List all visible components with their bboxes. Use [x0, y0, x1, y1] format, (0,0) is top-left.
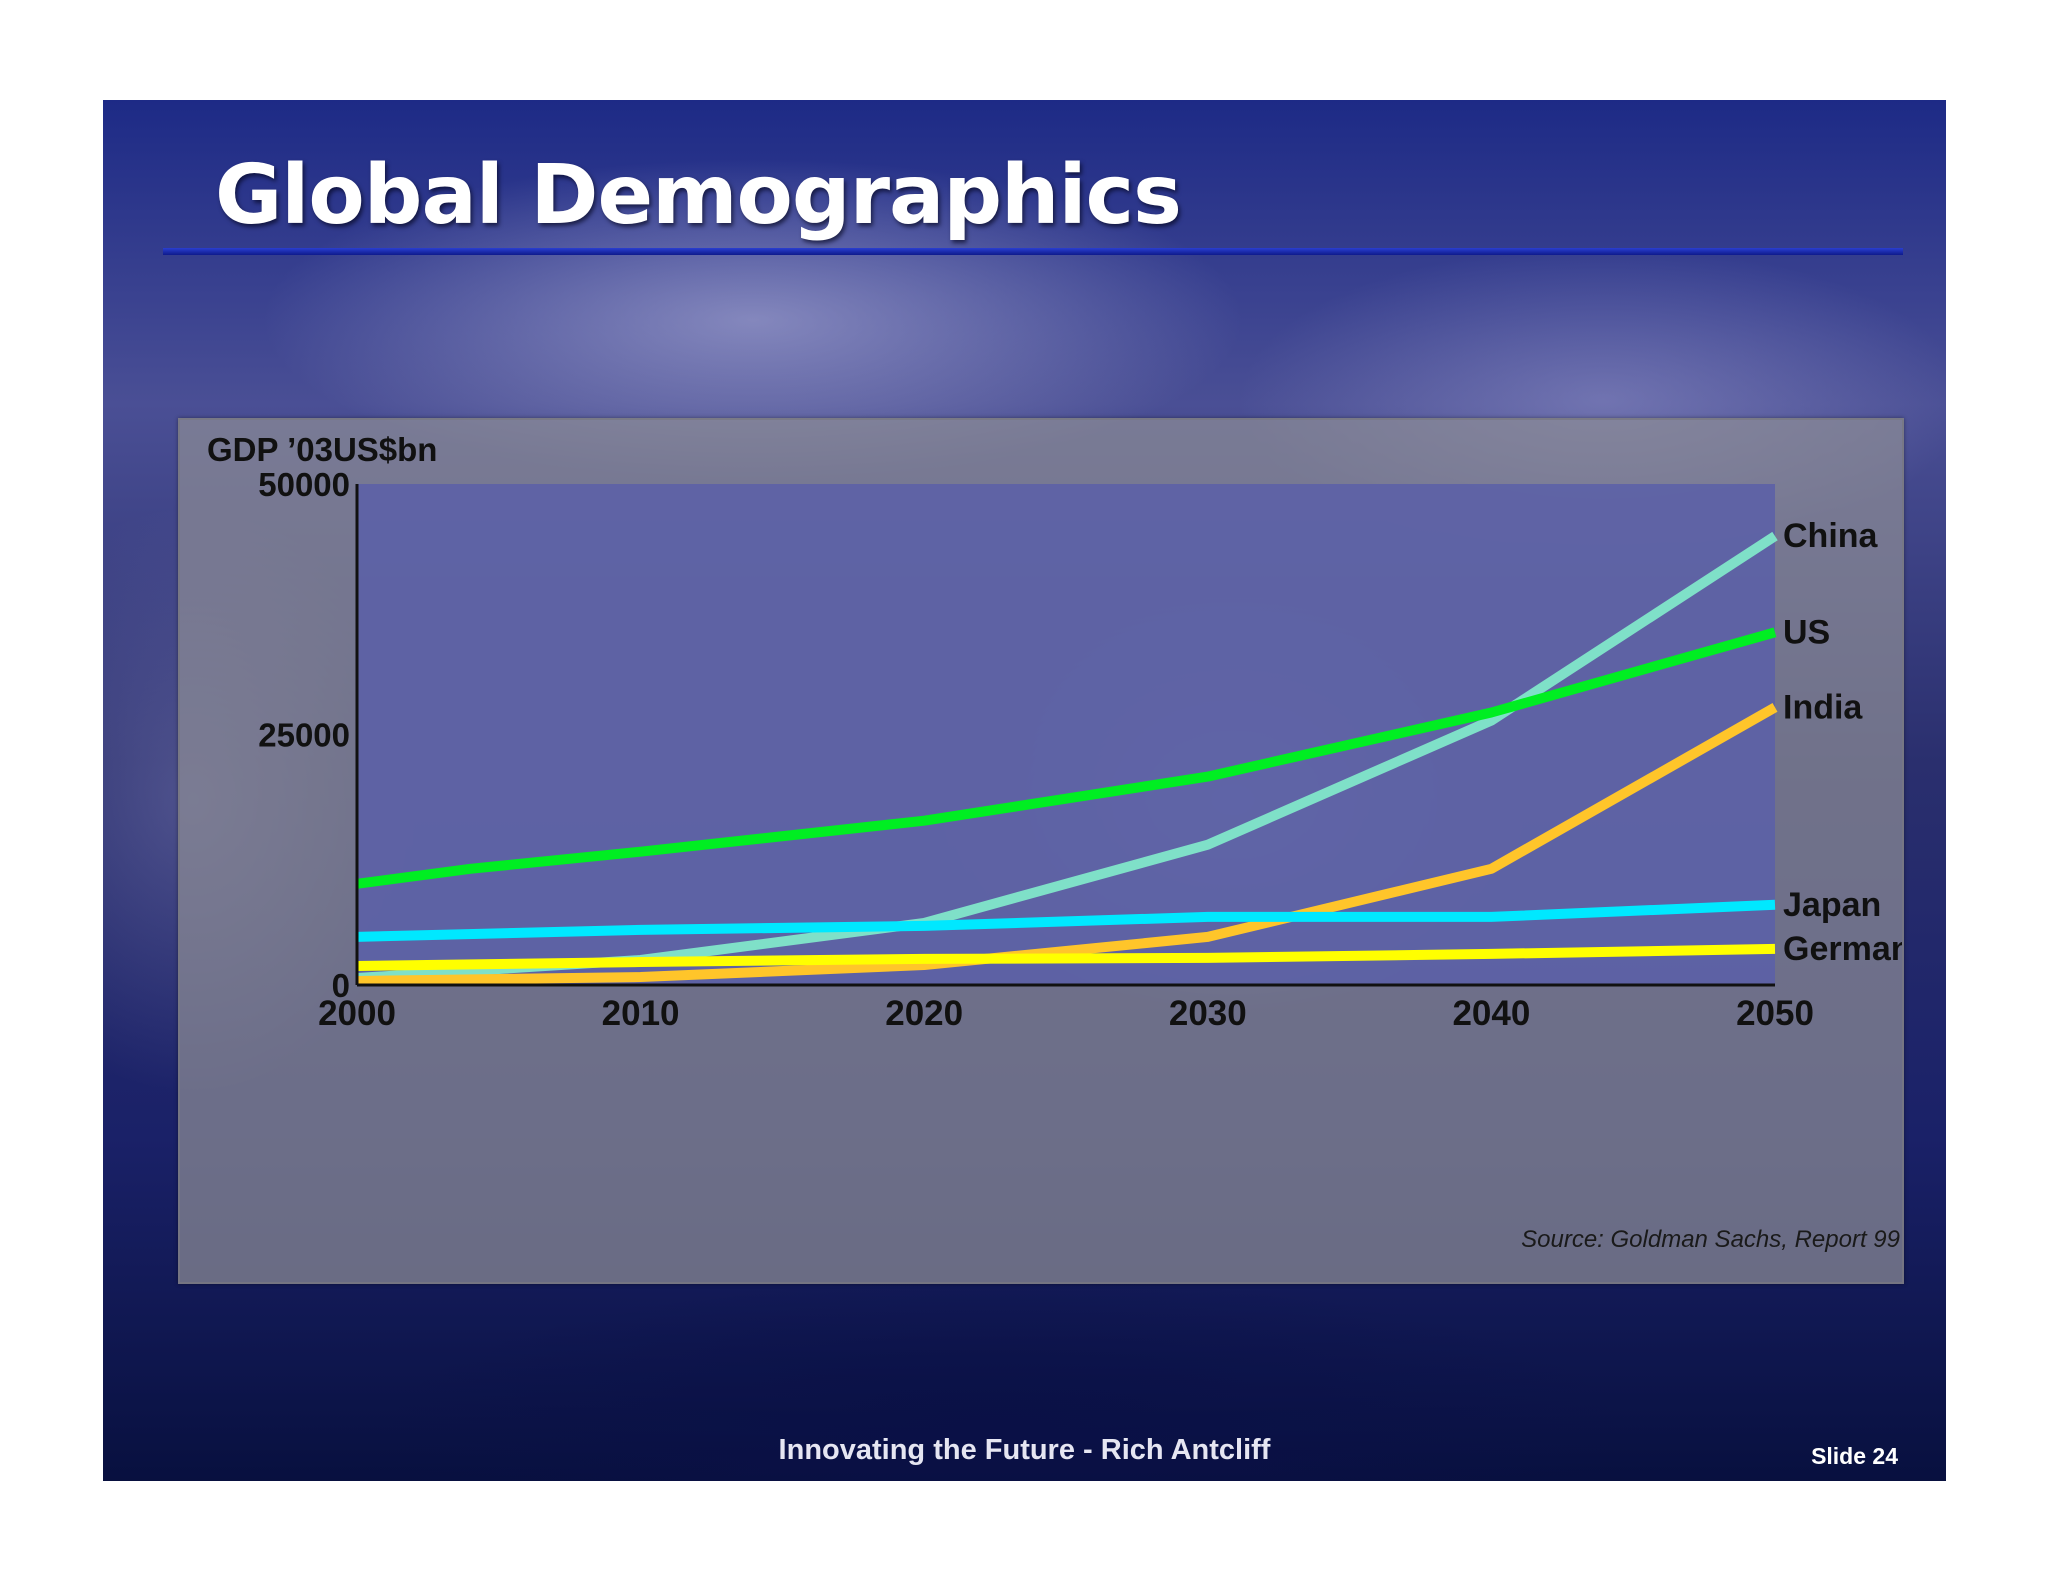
series-line-us — [356, 627, 1777, 889]
y-tick-label: 0 — [332, 967, 350, 1004]
gdp-line-chart: 0 25000 50000 2000 2010 2020 2030 2040 2050 Chin… — [207, 431, 1902, 1033]
series-label-japan: Japan — [1783, 886, 1881, 924]
series-line-japan — [356, 899, 1776, 942]
chart-panel: 0 25000 50000 2000 2010 2020 2030 2040 2050 Chin… — [178, 418, 1904, 1284]
series-label-us: US — [1783, 613, 1830, 651]
slide: Global Demographics 0 25000 50000 2000 2010 2… — [103, 100, 1946, 1481]
series-line-india — [356, 703, 1778, 986]
y-axis-label: GDP ’03US$bn — [207, 431, 437, 468]
footer-text: Innovating the Future - Rich Antcliff — [778, 1434, 1271, 1466]
series-label-china: China — [1783, 517, 1879, 555]
series-line-germany — [356, 943, 1776, 971]
x-tick-label: 2010 — [602, 994, 680, 1033]
title-underline — [163, 248, 1903, 255]
x-tick-label: 2030 — [1169, 994, 1247, 1033]
slide-number: Slide 24 — [1811, 1443, 1898, 1469]
plot-area — [357, 484, 1775, 985]
source-note: Source: Goldman Sachs, Report 99 — [1521, 1226, 1900, 1253]
series-label-germany: Germany — [1783, 930, 1902, 968]
series-label-india: India — [1783, 688, 1863, 726]
y-tick-label: 25000 — [258, 717, 350, 754]
x-tick-label: 2050 — [1736, 994, 1814, 1033]
slide-title: Global Demographics — [215, 148, 1182, 243]
y-tick-label: 50000 — [258, 466, 350, 503]
x-tick-label: 2020 — [885, 994, 963, 1033]
x-tick-label: 2000 — [318, 994, 396, 1033]
x-tick-label: 2040 — [1452, 994, 1530, 1033]
